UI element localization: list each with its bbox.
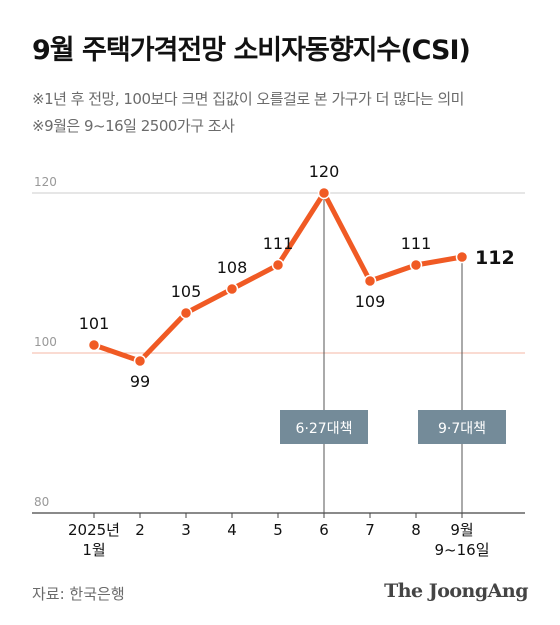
data-point bbox=[271, 258, 285, 272]
x-tick-label: 9월 bbox=[450, 521, 473, 539]
annotation-label: 6·27대책 bbox=[296, 421, 353, 437]
x-tick-label: 2 bbox=[135, 521, 145, 539]
data-label: 109 bbox=[355, 292, 386, 311]
x-tick-label: 6 bbox=[319, 521, 329, 539]
data-point bbox=[87, 338, 101, 352]
data-point bbox=[455, 250, 469, 264]
footnote-meaning: ※1년 후 전망, 100보다 크면 집값이 오를걸로 본 가구가 더 많다는 … bbox=[32, 90, 464, 108]
data-label: 105 bbox=[171, 282, 202, 301]
data-label: 111 bbox=[401, 234, 432, 253]
y-tick-label: 100 bbox=[34, 335, 57, 349]
source-credit: 자료: 한국은행 bbox=[32, 585, 125, 603]
data-point bbox=[409, 258, 423, 272]
annotation-box bbox=[280, 410, 368, 444]
data-label: 120 bbox=[309, 162, 340, 181]
x-tick-label: 4 bbox=[227, 521, 237, 539]
data-point bbox=[317, 186, 331, 200]
x-tick-label: 3 bbox=[181, 521, 191, 539]
x-tick-label: 7 bbox=[365, 521, 375, 539]
publisher-logo: The JoongAng bbox=[384, 580, 528, 602]
y-tick-label: 80 bbox=[34, 495, 49, 509]
x-tick-label: 2025년 bbox=[68, 521, 120, 539]
data-point bbox=[179, 306, 193, 320]
series-line bbox=[91, 190, 465, 364]
chart-title: 9월 주택가격전망 소비자동향지수(CSI) bbox=[32, 35, 471, 66]
data-label: 112 bbox=[475, 247, 515, 269]
data-point bbox=[133, 354, 147, 368]
data-label: 99 bbox=[130, 372, 150, 391]
data-label: 111 bbox=[263, 234, 294, 253]
data-point bbox=[225, 282, 239, 296]
data-label: 108 bbox=[217, 258, 248, 277]
x-tick-label: 9~16일 bbox=[435, 541, 490, 559]
x-tick-label: 8 bbox=[411, 521, 421, 539]
x-tick-label: 5 bbox=[273, 521, 283, 539]
annotation-box bbox=[418, 410, 506, 444]
footnote-survey: ※9월은 9~16일 2500가구 조사 bbox=[32, 117, 235, 135]
annotation-label: 9·7대책 bbox=[438, 421, 486, 437]
data-point bbox=[363, 274, 377, 288]
x-tick-label: 1월 bbox=[82, 541, 105, 559]
data-label: 101 bbox=[79, 314, 110, 333]
y-tick-label: 120 bbox=[34, 175, 57, 189]
